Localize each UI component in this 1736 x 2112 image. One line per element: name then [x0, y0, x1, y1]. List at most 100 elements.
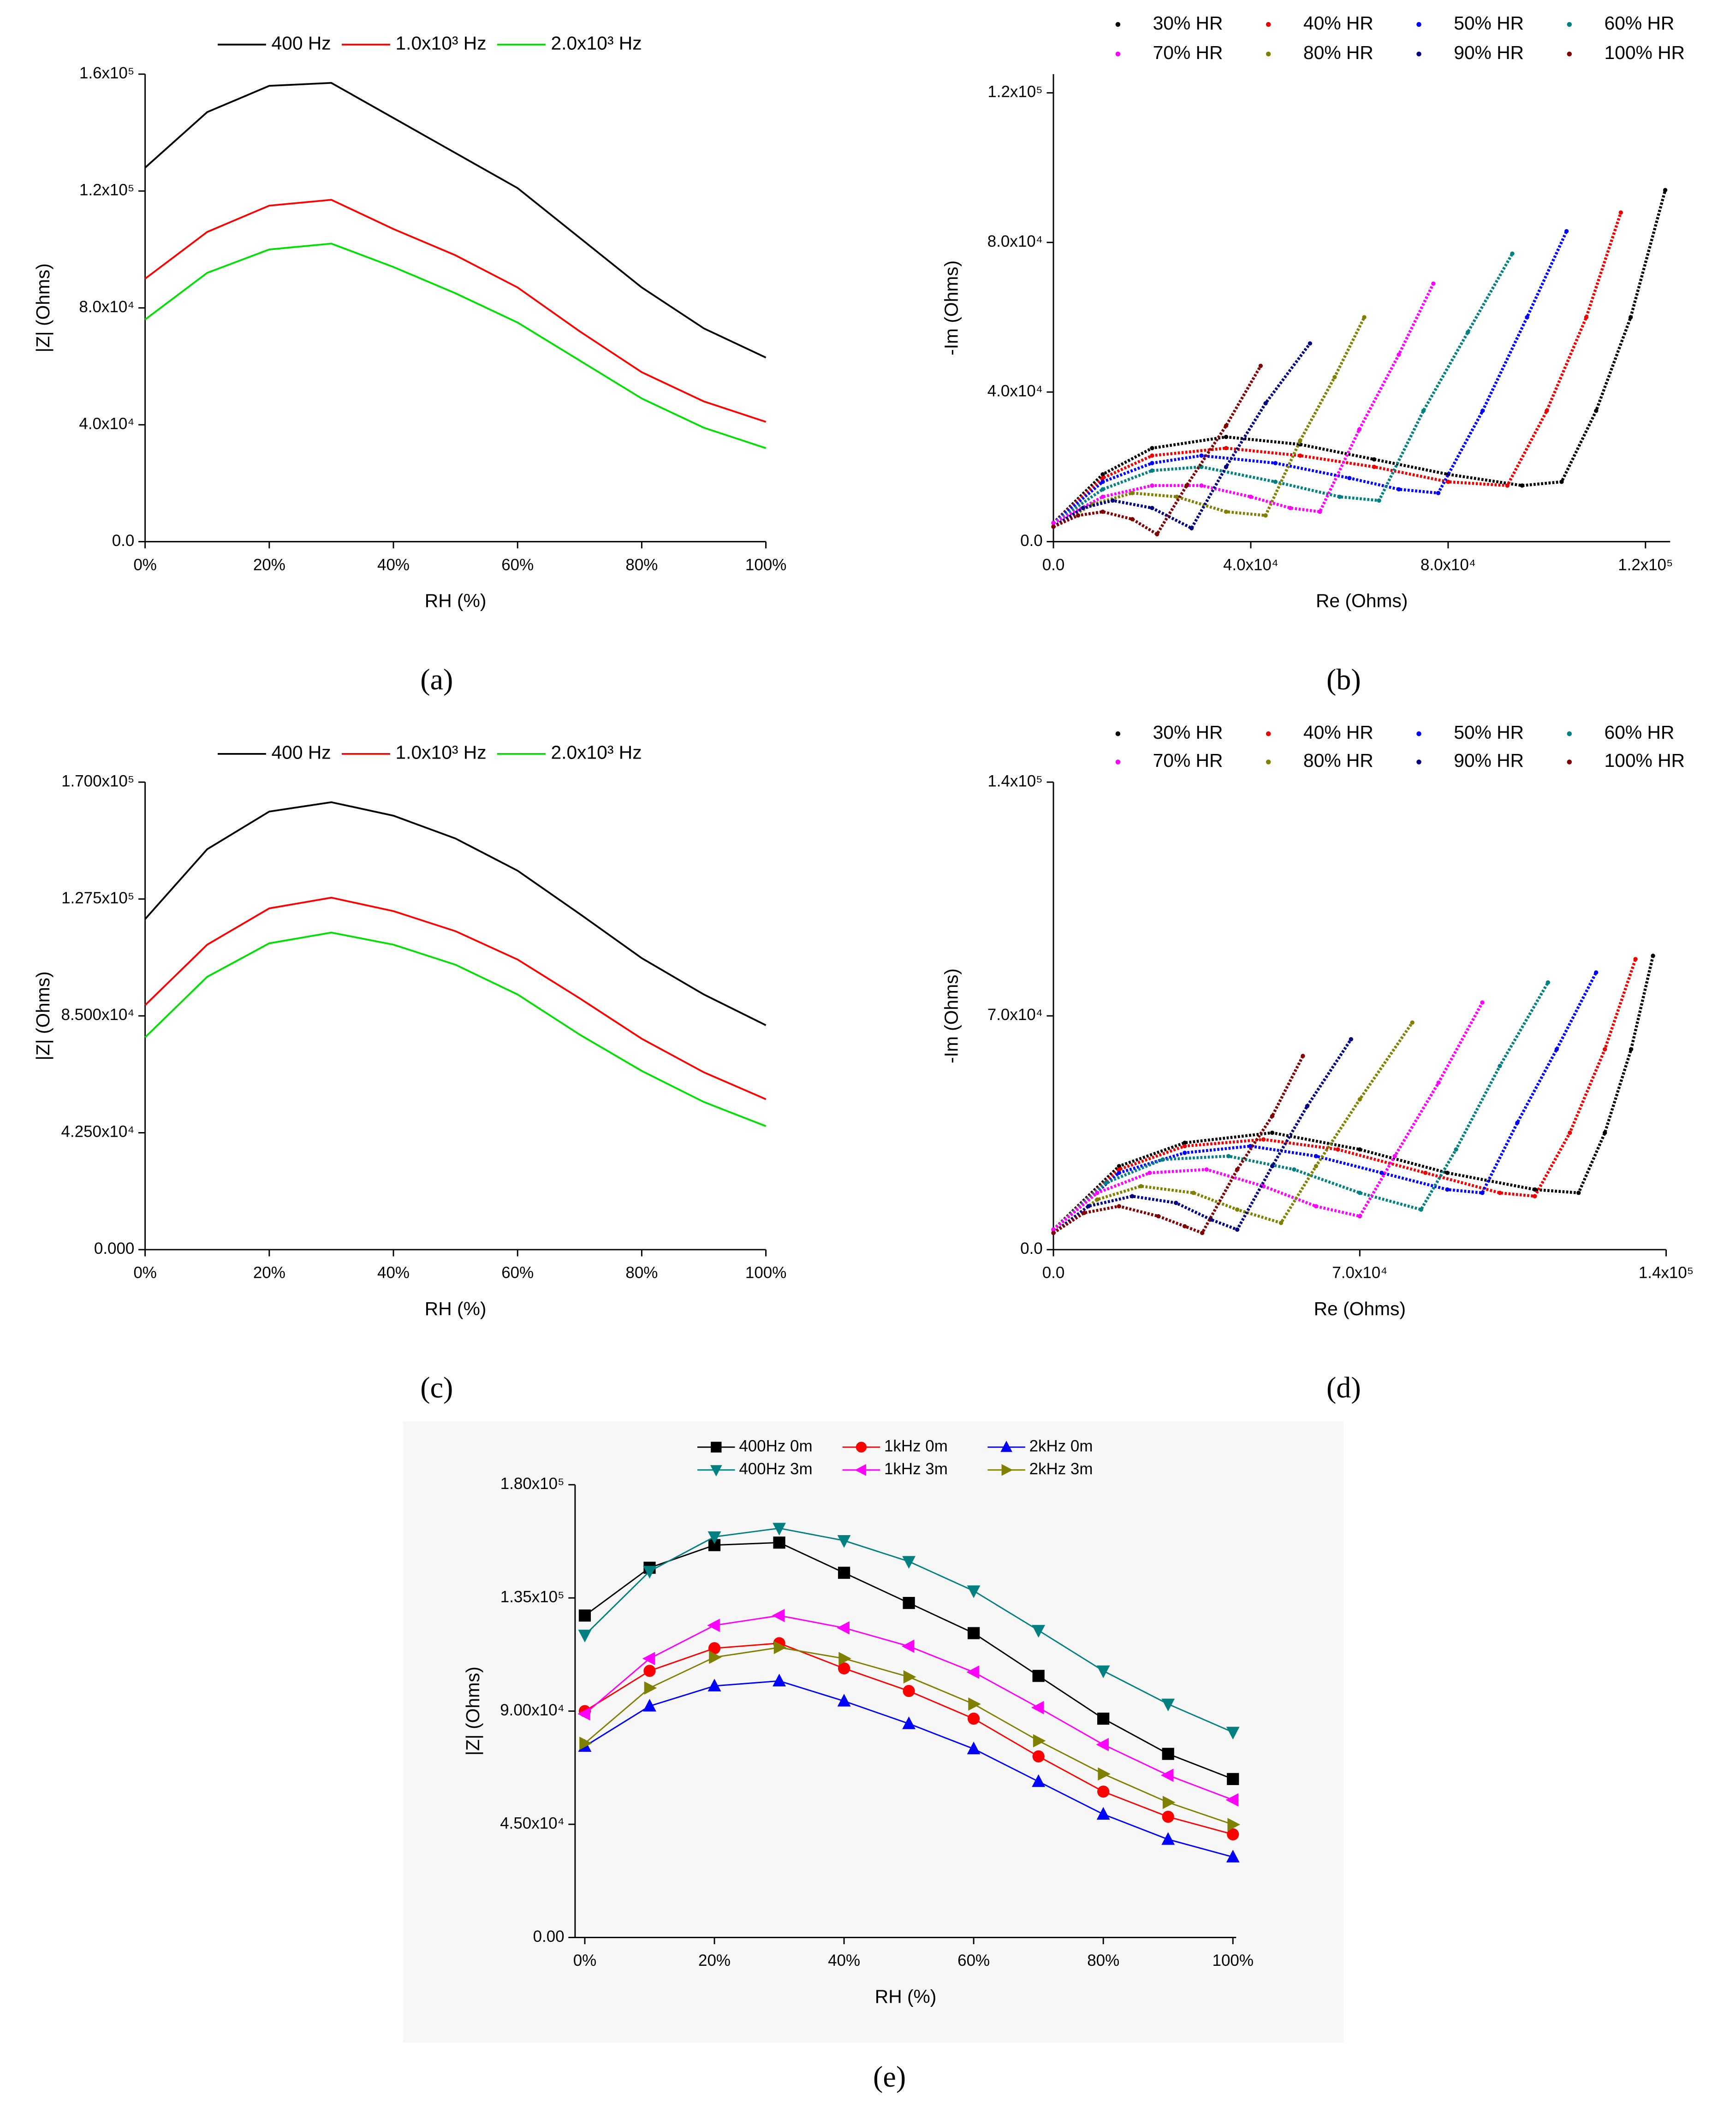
legend-swatch	[1115, 22, 1121, 27]
point	[1594, 970, 1599, 975]
point	[1130, 1194, 1135, 1198]
y-axis-title: -Im (Ohms)	[940, 968, 962, 1063]
marker	[1031, 1701, 1044, 1715]
legend-label: 1kHz 3m	[884, 1460, 948, 1478]
point	[1183, 1151, 1187, 1155]
point	[1546, 980, 1550, 985]
legend-marker	[855, 1464, 866, 1476]
series-line	[144, 931, 767, 1127]
point	[1480, 1191, 1485, 1195]
point	[1160, 1157, 1165, 1162]
marker	[708, 1642, 721, 1655]
x-axis-title: RH (%)	[425, 1298, 487, 1319]
x-tick-label: 80%	[625, 1264, 658, 1282]
chart-panel: 0.00 4.50x10⁴ 9.00x10⁴ 1.35x10⁵ 1.80x10⁵ 0% 20…	[462, 1437, 1254, 2093]
series-trace	[1052, 342, 1311, 530]
x-tick-label: 4.0x10⁴	[1223, 556, 1278, 574]
y-tick-label: 1.80x10⁵	[500, 1475, 565, 1493]
x-tick-label: 0%	[133, 1264, 157, 1282]
legend-swatch	[1266, 22, 1271, 27]
marker	[1226, 1850, 1240, 1863]
legend-label: 90% HR	[1454, 42, 1524, 63]
point	[1336, 1147, 1340, 1152]
marker	[1162, 1748, 1174, 1760]
marker	[838, 1652, 851, 1666]
point	[1594, 409, 1599, 413]
series-trace	[1052, 955, 1655, 1231]
marker	[773, 1523, 786, 1536]
legend-label: 1.0x10³ Hz	[396, 742, 487, 763]
y-tick-label: 7.0x10⁴	[987, 1006, 1043, 1024]
chart-panel: 0.000 4.250x10⁴ 8.500x10⁴ 1.275x10⁵ 1.700x10…	[32, 742, 786, 1404]
point	[1663, 188, 1668, 192]
caption: (c)	[420, 1371, 453, 1404]
y-axis-title: |Z| (Ohms)	[32, 971, 54, 1060]
point	[1436, 1080, 1441, 1085]
point	[1248, 1144, 1253, 1149]
marker	[577, 1707, 590, 1721]
point	[1576, 1191, 1581, 1195]
marker	[1226, 1726, 1240, 1740]
marker	[1225, 1793, 1239, 1807]
point	[1465, 330, 1470, 335]
x-tick-label: 0.0	[1042, 1264, 1065, 1282]
point	[1224, 464, 1229, 469]
legend-swatch	[1266, 51, 1271, 57]
legend-label: 40% HR	[1303, 12, 1373, 34]
x-tick-label: 40%	[828, 1952, 860, 1970]
marker	[773, 1641, 787, 1655]
marker	[968, 1712, 980, 1725]
point	[1150, 505, 1154, 510]
point	[1104, 1181, 1108, 1185]
point	[1545, 409, 1549, 413]
legend-label: 60% HR	[1604, 722, 1674, 743]
marker	[902, 1716, 916, 1729]
point	[1602, 1130, 1607, 1135]
chart-panel: 0.0 4.0x10⁴ 8.0x10⁴ 1.2x10⁵ 0.0 4.0x10⁴ 8.0x10…	[940, 12, 1685, 696]
point	[1270, 1164, 1275, 1169]
point	[1568, 1130, 1572, 1135]
y-tick-label: 1.275x10⁵	[61, 889, 134, 907]
series-trace	[1052, 972, 1598, 1231]
point	[1318, 510, 1322, 514]
point	[1629, 315, 1633, 320]
series-line	[144, 199, 767, 423]
legend-swatch	[1567, 731, 1572, 736]
point	[1421, 409, 1426, 413]
point	[1184, 483, 1189, 488]
point	[1278, 1221, 1284, 1225]
point	[1357, 1147, 1362, 1152]
point	[1261, 1184, 1266, 1189]
marker	[838, 1662, 850, 1675]
point	[1191, 1191, 1196, 1195]
point	[1446, 480, 1451, 484]
legend-label: 2.0x10³ Hz	[551, 32, 642, 53]
y-tick-label: 0.000	[94, 1240, 134, 1258]
marker	[1097, 1712, 1110, 1725]
point	[1174, 1200, 1178, 1205]
legend-label: 70% HR	[1153, 750, 1223, 771]
marker	[967, 1741, 981, 1755]
series-trace	[1052, 958, 1637, 1231]
legend-swatch	[1115, 759, 1121, 765]
legend-swatch	[1266, 731, 1271, 736]
point	[1308, 341, 1312, 346]
point	[1095, 1197, 1100, 1202]
x-tick-label: 20%	[253, 1264, 285, 1282]
x-tick-label: 60%	[501, 1264, 534, 1282]
point	[1235, 1227, 1240, 1232]
point	[1183, 1144, 1187, 1149]
point	[1298, 453, 1302, 458]
legend-label: 30% HR	[1153, 12, 1223, 34]
x-tick-label: 60%	[957, 1952, 990, 1970]
marker	[772, 1608, 785, 1622]
legend-swatch	[1416, 759, 1421, 765]
y-tick-label: 4.0x10⁴	[79, 415, 134, 433]
y-tick-label: 9.00x10⁴	[500, 1701, 564, 1719]
point	[1273, 461, 1278, 465]
legend-swatch	[1567, 22, 1572, 27]
point	[1454, 1147, 1458, 1152]
x-tick-label: 0%	[133, 556, 157, 574]
legend-marker	[1001, 1464, 1013, 1476]
point	[1139, 1184, 1143, 1189]
